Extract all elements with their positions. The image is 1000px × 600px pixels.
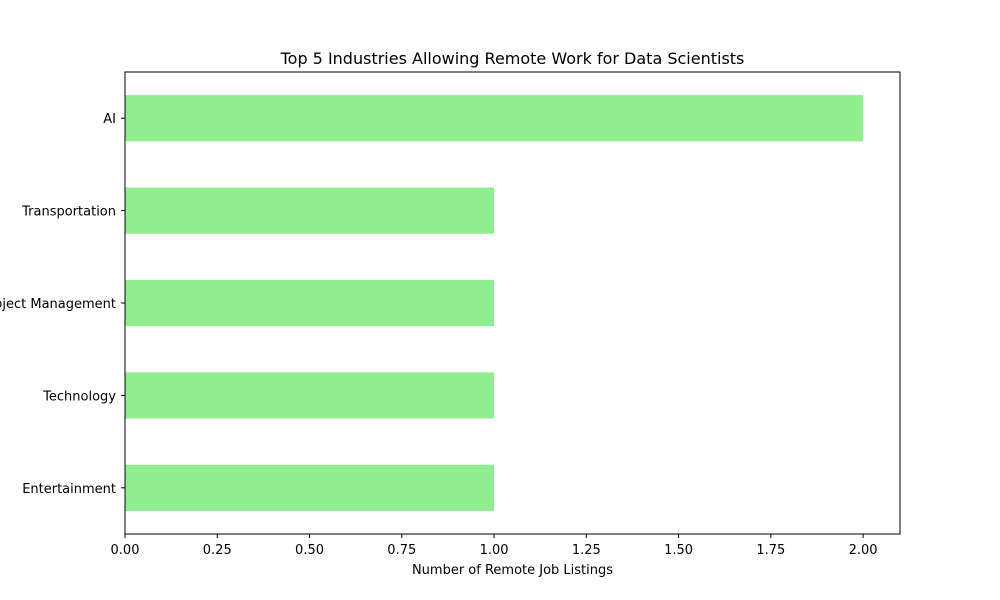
bar-transportation bbox=[125, 187, 495, 234]
x-axis-label: Number of Remote Job Listings bbox=[412, 563, 613, 578]
x-tick-label: 0.50 bbox=[295, 543, 324, 558]
x-axis-ticks: 0.00 0.25 0.50 0.75 1.00 1.25 1.50 1.75 2.00 bbox=[111, 534, 878, 558]
x-tick-label: 0.75 bbox=[387, 543, 416, 558]
y-axis-ticks: AI Transportation Project Management Techno… bbox=[0, 112, 125, 497]
x-tick-label: 1.50 bbox=[664, 543, 693, 558]
bar-entertainment bbox=[125, 464, 495, 511]
x-tick-label: 0.25 bbox=[203, 543, 232, 558]
y-tick-label: Transportation bbox=[21, 205, 116, 220]
bar-technology bbox=[125, 372, 495, 419]
chart-title: Top 5 Industries Allowing Remote Work fo… bbox=[280, 49, 745, 68]
x-tick-label: 1.75 bbox=[756, 543, 785, 558]
bar-project-management bbox=[125, 279, 495, 327]
y-tick-label: Entertainment bbox=[22, 482, 116, 497]
plot-frame bbox=[124, 71, 901, 535]
x-tick-label: 1.00 bbox=[480, 543, 509, 558]
x-tick-label: 1.25 bbox=[572, 543, 601, 558]
x-tick-label: 0.00 bbox=[111, 543, 140, 558]
y-tick-label: AI bbox=[103, 112, 116, 127]
y-tick-label: Project Management bbox=[0, 297, 116, 312]
bars-layer bbox=[125, 95, 864, 511]
x-tick-label: 2.00 bbox=[849, 543, 878, 558]
y-tick-label: Technology bbox=[42, 389, 116, 404]
bar-ai bbox=[125, 95, 864, 142]
